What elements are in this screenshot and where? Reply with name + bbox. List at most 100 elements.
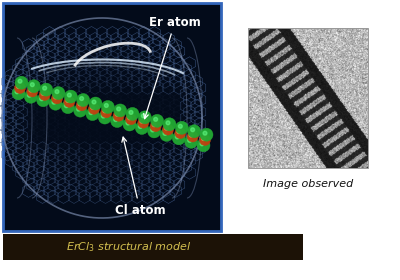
Circle shape — [39, 89, 50, 101]
Circle shape — [160, 129, 173, 141]
Circle shape — [37, 94, 50, 107]
Circle shape — [175, 135, 179, 139]
Circle shape — [55, 90, 59, 94]
Circle shape — [126, 108, 139, 120]
Circle shape — [154, 117, 158, 121]
Circle shape — [163, 131, 167, 135]
Bar — [3, 3, 221, 231]
Circle shape — [103, 109, 107, 113]
Text: Cl atom: Cl atom — [115, 137, 165, 216]
Circle shape — [164, 126, 168, 130]
Circle shape — [200, 128, 213, 141]
Circle shape — [101, 101, 114, 113]
Circle shape — [101, 114, 105, 118]
Circle shape — [123, 118, 136, 131]
Circle shape — [104, 104, 108, 108]
Circle shape — [200, 142, 204, 146]
Circle shape — [29, 88, 33, 92]
Circle shape — [43, 86, 47, 90]
Text: Er atom: Er atom — [144, 15, 201, 119]
Circle shape — [115, 112, 119, 116]
Circle shape — [80, 97, 84, 101]
Circle shape — [14, 83, 26, 94]
Circle shape — [135, 122, 148, 134]
Circle shape — [203, 131, 207, 135]
Circle shape — [175, 121, 188, 134]
Circle shape — [187, 131, 198, 142]
Circle shape — [141, 114, 145, 118]
Circle shape — [191, 128, 195, 132]
Circle shape — [27, 86, 38, 97]
Circle shape — [27, 93, 31, 97]
Circle shape — [117, 107, 121, 111]
Circle shape — [162, 124, 174, 135]
Circle shape — [67, 93, 71, 97]
Circle shape — [150, 121, 161, 132]
Circle shape — [185, 135, 198, 148]
Bar — [3, 234, 303, 260]
Circle shape — [30, 83, 34, 87]
Circle shape — [138, 125, 142, 129]
Circle shape — [90, 105, 94, 109]
Circle shape — [88, 103, 100, 114]
Circle shape — [15, 90, 19, 94]
Circle shape — [126, 114, 136, 125]
Circle shape — [16, 85, 20, 88]
Circle shape — [12, 87, 25, 100]
Circle shape — [54, 95, 58, 99]
Circle shape — [27, 80, 40, 93]
Text: ErCl$_3$ structural model: ErCl$_3$ structural model — [66, 241, 192, 255]
Circle shape — [64, 104, 68, 108]
Circle shape — [172, 132, 185, 145]
Circle shape — [86, 108, 99, 121]
Circle shape — [189, 133, 193, 137]
Circle shape — [98, 111, 111, 124]
Bar — [248, 28, 368, 168]
Circle shape — [114, 104, 127, 117]
Circle shape — [92, 100, 96, 104]
Circle shape — [163, 118, 176, 131]
Circle shape — [188, 125, 201, 138]
Circle shape — [200, 134, 210, 146]
Circle shape — [148, 125, 161, 138]
Circle shape — [64, 96, 75, 107]
Circle shape — [129, 110, 133, 114]
Text: Image observed: Image observed — [263, 179, 353, 189]
Circle shape — [188, 138, 192, 142]
Circle shape — [24, 90, 37, 103]
Circle shape — [78, 102, 82, 106]
Circle shape — [77, 94, 90, 106]
Circle shape — [41, 92, 45, 95]
Circle shape — [77, 107, 81, 111]
Circle shape — [138, 117, 149, 128]
Circle shape — [202, 137, 206, 141]
Circle shape — [151, 114, 164, 127]
Circle shape — [40, 83, 53, 96]
Circle shape — [61, 101, 74, 114]
Circle shape — [126, 121, 130, 125]
Circle shape — [40, 97, 44, 101]
Circle shape — [177, 130, 181, 134]
Circle shape — [166, 121, 170, 125]
Circle shape — [18, 79, 22, 83]
Circle shape — [101, 107, 112, 118]
Circle shape — [52, 93, 62, 104]
Circle shape — [114, 118, 118, 122]
Circle shape — [89, 111, 93, 115]
Circle shape — [178, 124, 182, 128]
Circle shape — [111, 115, 124, 127]
Circle shape — [151, 128, 155, 132]
Circle shape — [76, 100, 87, 111]
Circle shape — [52, 87, 65, 100]
Circle shape — [128, 116, 132, 120]
Circle shape — [152, 123, 156, 127]
Circle shape — [175, 128, 186, 139]
Circle shape — [52, 100, 56, 104]
Circle shape — [113, 110, 124, 121]
Circle shape — [49, 97, 62, 110]
Circle shape — [64, 90, 77, 103]
Circle shape — [138, 111, 151, 124]
Circle shape — [66, 99, 70, 102]
Circle shape — [197, 139, 210, 152]
Circle shape — [140, 119, 144, 123]
